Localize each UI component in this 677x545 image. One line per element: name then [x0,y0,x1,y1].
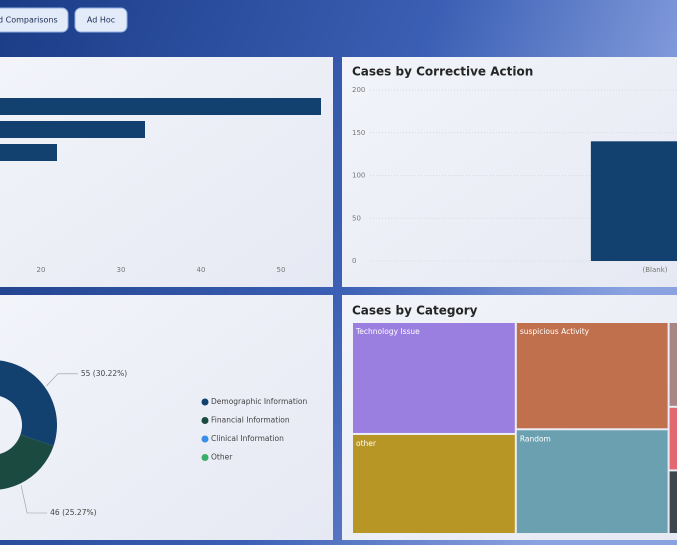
bar-chart: 20 30 40 50 [0,98,321,274]
bar [0,121,145,138]
y-tick-label: 50 [352,214,361,222]
cell-label: suspicious Activity [520,327,590,336]
chart-title: Cases by Category [352,304,478,318]
legend-label: Other [211,453,233,462]
treemap-cell [353,434,515,533]
panel [0,57,333,287]
treemap-cell [516,430,668,533]
treemap-cell [669,407,677,470]
treemap-cell [669,323,677,406]
donut-slice [0,360,57,446]
donut-chart: 55 (30.22%) 46 (25.27%) Demographic Inform… [0,360,307,517]
legend-label: Clinical Information [211,434,284,443]
y-tick-label: 0 [352,257,356,265]
legend-swatch [201,454,209,461]
bar [0,144,57,161]
button-label[interactable]: d Comparisons [0,16,58,25]
data-label: 55 (30.22%) [81,369,127,378]
x-tick-label: (Blank) [643,266,668,274]
column-chart: Cases by Corrective Action 0 50 100 150 200 (B… [352,65,677,274]
y-tick-label: 200 [352,86,365,94]
data-label: 46 (25.27%) [50,508,96,517]
cell-label: other [356,439,377,448]
cell-label: Technology Issue [355,327,420,336]
treemap-cell [669,471,677,533]
treemap-chart: Cases by Category Technology Issue other su… [352,304,677,533]
bar [0,98,321,115]
legend-swatch [201,398,209,406]
x-tick-label: 50 [277,266,286,274]
chart-title: Cases by Corrective Action [352,65,533,79]
donut-slice [0,434,54,490]
y-tick-label: 100 [352,172,365,180]
treemap-cell [353,323,515,433]
treemap-cell [516,323,668,429]
x-tick-label: 20 [37,266,46,274]
button-label[interactable]: Ad Hoc [87,16,115,25]
x-tick-label: 30 [117,266,126,274]
legend-swatch [201,435,209,443]
leader-line [46,373,78,387]
bar [590,141,677,261]
cell-label: Random [520,434,551,443]
y-tick-label: 150 [352,129,365,137]
button[interactable] [74,7,128,33]
leader-line [20,485,48,514]
legend-label: Financial Information [211,416,290,425]
legend-label: Demographic Information [211,397,307,406]
button[interactable] [0,7,69,33]
x-tick-label: 40 [197,266,206,274]
legend-swatch [201,417,209,424]
